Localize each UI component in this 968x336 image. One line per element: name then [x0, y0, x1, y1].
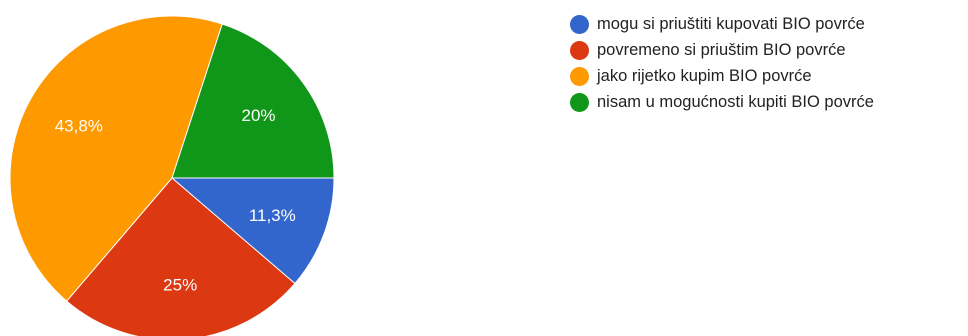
legend-label: nisam u mogućnosti kupiti BIO povrće	[597, 93, 874, 112]
legend: mogu si priuštiti kupovati BIO povrće po…	[570, 12, 874, 117]
legend-label: mogu si priuštiti kupovati BIO povrće	[597, 14, 865, 33]
slice-value-label: 25%	[163, 276, 197, 295]
legend-item[interactable]: povremeno si priuštim BIO povrće	[570, 38, 874, 62]
legend-item[interactable]: mogu si priuštiti kupovati BIO povrće	[570, 12, 874, 36]
legend-swatch-red	[570, 40, 589, 60]
slice-value-label: 43,8%	[55, 117, 103, 136]
legend-swatch-blue	[570, 14, 589, 34]
pie-slice-green[interactable]	[171, 23, 335, 179]
legend-swatch-green	[570, 93, 589, 113]
pie-slice-orange[interactable]	[9, 15, 223, 302]
legend-swatch-orange	[570, 67, 589, 87]
pie-chart: 11,3% 25% 43,8% 20%	[9, 15, 335, 336]
legend-label: povremeno si priuštim BIO povrće	[597, 40, 846, 59]
legend-item[interactable]: jako rijetko kupim BIO povrće	[570, 65, 874, 89]
pie-slice-red[interactable]	[65, 177, 296, 336]
pie-slice-blue[interactable]	[170, 177, 335, 285]
slice-value-label: 11,3%	[249, 206, 296, 225]
slice-value-label: 20%	[241, 106, 275, 125]
legend-item[interactable]: nisam u mogućnosti kupiti BIO povrće	[570, 91, 874, 115]
legend-label: jako rijetko kupim BIO povrće	[597, 67, 812, 86]
